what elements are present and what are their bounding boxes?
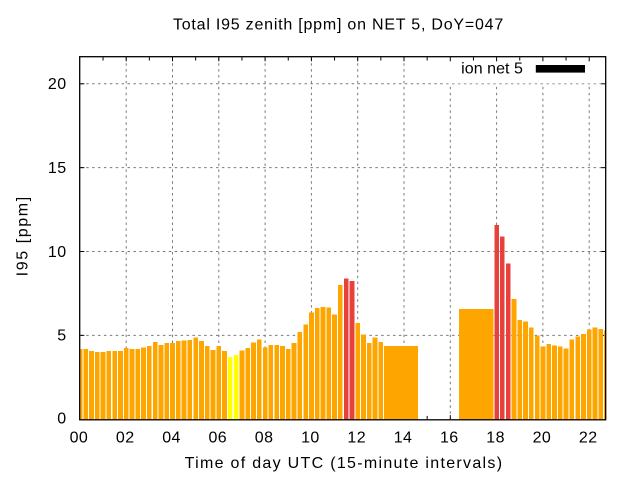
svg-text:06: 06	[208, 430, 227, 447]
svg-text:I95 [ppm]: I95 [ppm]	[15, 195, 32, 276]
svg-text:12: 12	[347, 430, 366, 447]
svg-text:20: 20	[48, 76, 67, 93]
svg-text:10: 10	[48, 244, 67, 261]
svg-text:14: 14	[394, 430, 413, 447]
svg-text:04: 04	[162, 430, 181, 447]
svg-text:00: 00	[70, 430, 89, 447]
svg-text:Time of day UTC (15-minute int: Time of day UTC (15-minute intervals)	[185, 455, 504, 472]
svg-text:0: 0	[57, 411, 66, 428]
svg-text:22: 22	[579, 430, 598, 447]
svg-text:18: 18	[486, 430, 505, 447]
svg-text:5: 5	[57, 328, 66, 345]
svg-text:08: 08	[255, 430, 274, 447]
svg-text:ion net 5: ion net 5	[461, 61, 523, 78]
svg-text:Total I95 zenith [ppm] on NET: Total I95 zenith [ppm] on NET 5, DoY=047	[173, 17, 504, 34]
svg-text:10: 10	[301, 430, 320, 447]
svg-text:15: 15	[48, 160, 67, 177]
svg-text:16: 16	[440, 430, 459, 447]
svg-text:02: 02	[116, 430, 135, 447]
svg-text:20: 20	[533, 430, 552, 447]
